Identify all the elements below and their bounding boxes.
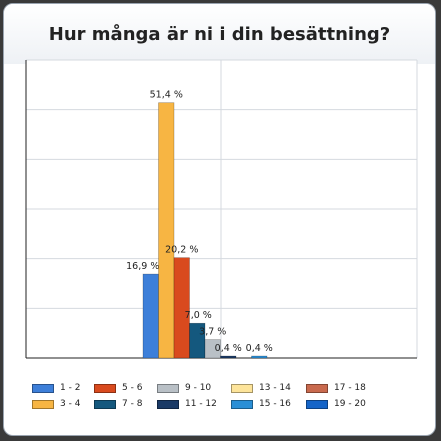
legend-swatch <box>231 384 253 393</box>
chart-title: Hur många är ni i din besättning? <box>48 24 391 45</box>
data-label: 0,4 % <box>215 343 242 354</box>
data-label: 0,4 % <box>246 343 273 354</box>
bar <box>220 355 237 359</box>
legend-label: 13 - 14 <box>259 383 291 393</box>
legend-label: 1 - 2 <box>60 383 81 393</box>
legend-swatch <box>94 384 116 393</box>
legend-swatch <box>231 400 253 409</box>
data-label: 3,7 % <box>199 327 226 338</box>
legend-swatch <box>32 384 54 393</box>
title-area: Hur många är ni i din besättning? <box>4 4 435 64</box>
legend-label: 5 - 6 <box>122 383 143 393</box>
bar <box>251 355 268 359</box>
legend-label: 19 - 20 <box>334 399 366 409</box>
bar <box>158 102 175 359</box>
legend: 1 - 2 3 - 4 5 - 6 7 - 8 9 - 10 11 - 12 13 - 14… <box>0 372 441 432</box>
legend-swatch <box>94 400 116 409</box>
data-label: 16,9 % <box>126 261 159 272</box>
legend-label: 17 - 18 <box>334 383 366 393</box>
legend-label: 11 - 12 <box>185 399 217 409</box>
legend-swatch <box>157 384 179 393</box>
legend-label: 9 - 10 <box>185 383 212 393</box>
legend-swatch <box>32 400 54 409</box>
bar <box>204 339 221 359</box>
legend-swatch <box>306 400 328 409</box>
legend-label: 15 - 16 <box>259 399 291 409</box>
legend-label: 3 - 4 <box>60 399 81 409</box>
data-label: 7,0 % <box>185 310 212 321</box>
data-label: 51,4 % <box>150 90 183 101</box>
legend-swatch <box>306 384 328 393</box>
legend-swatch <box>157 400 179 409</box>
legend-label: 7 - 8 <box>122 399 143 409</box>
bar <box>173 257 190 359</box>
bar <box>142 273 159 359</box>
data-label: 20,2 % <box>165 245 198 256</box>
